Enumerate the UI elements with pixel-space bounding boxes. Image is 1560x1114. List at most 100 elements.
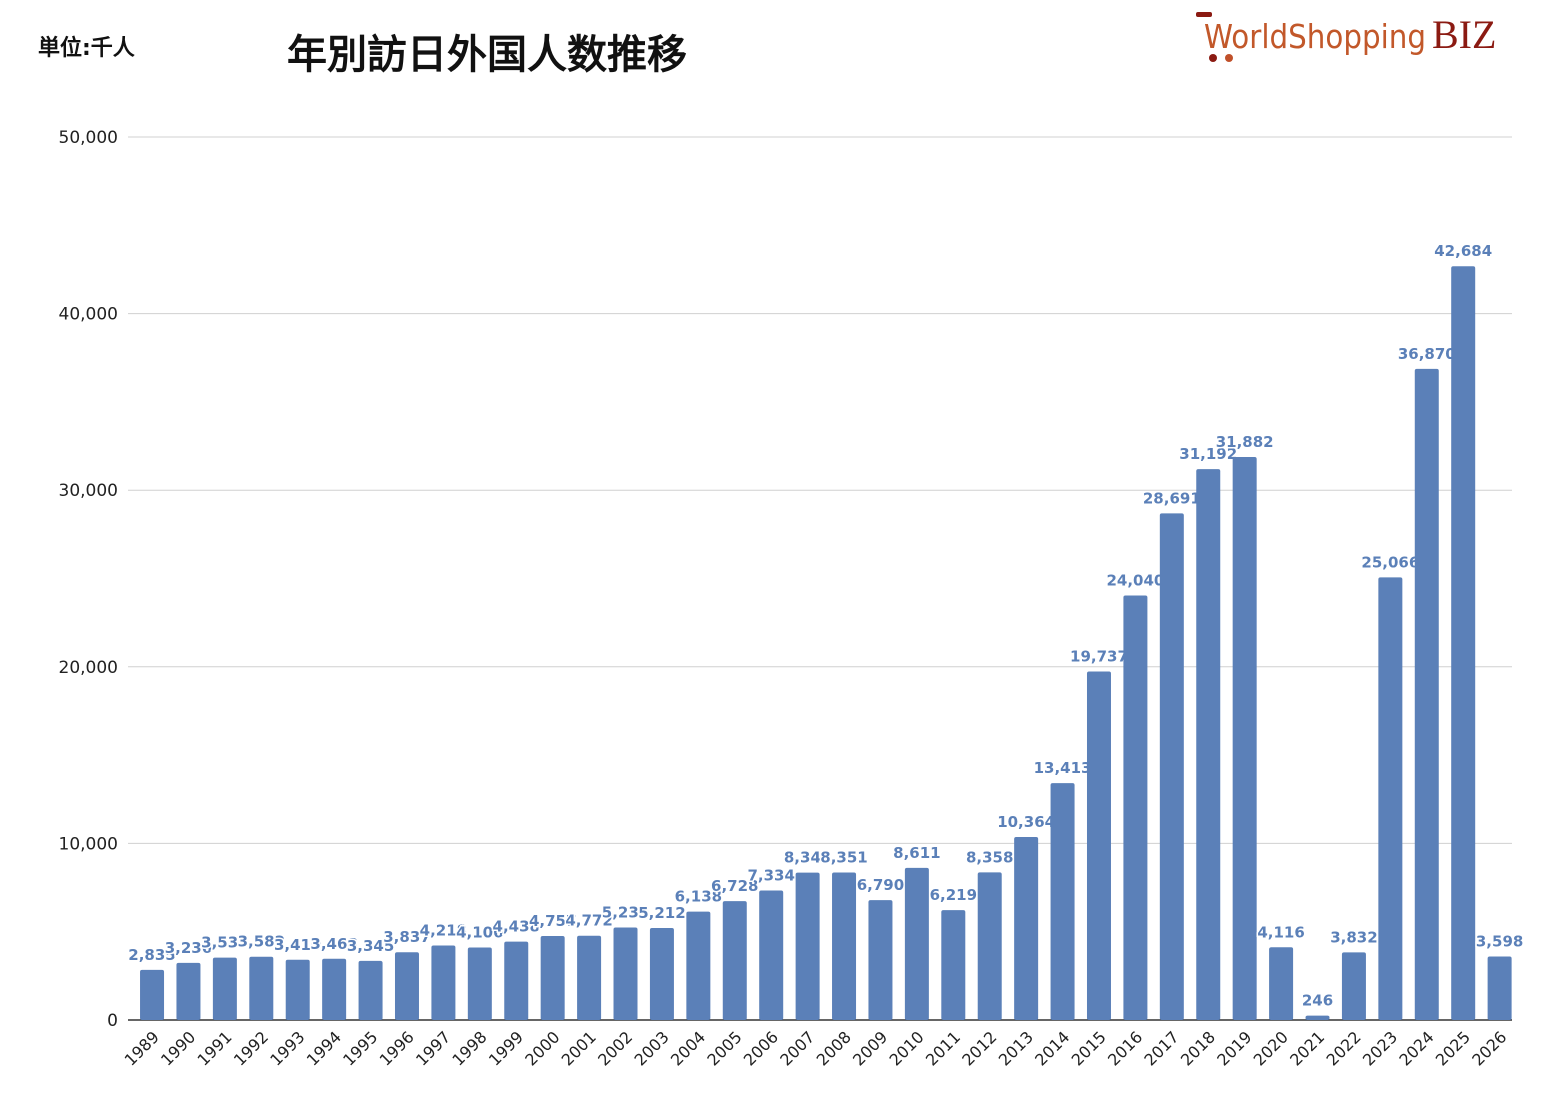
x-tick-label: 2025: [1432, 1027, 1474, 1069]
data-label: 3,410: [274, 936, 321, 954]
data-label: 3,236: [165, 939, 212, 957]
y-tick-label: 40,000: [59, 305, 118, 325]
bar-2025: [1451, 266, 1476, 1020]
x-tick-label: 1992: [230, 1027, 272, 1069]
data-label: 4,438: [493, 918, 540, 936]
data-label: 28,691: [1143, 489, 1201, 507]
bar-2015: [1086, 671, 1111, 1020]
x-tick-label: 2010: [885, 1027, 927, 1069]
data-label: 4,757: [529, 912, 576, 930]
bar-2003: [649, 927, 674, 1020]
bar-2017: [1159, 513, 1184, 1020]
data-label: 8,611: [893, 844, 940, 862]
y-tick-label: 50,000: [59, 128, 118, 148]
data-label: 25,066: [1361, 553, 1419, 571]
bar-2007: [795, 872, 820, 1020]
svg-text:WorldShopping: WorldShopping: [1204, 17, 1426, 56]
x-tick-label: 2023: [1359, 1027, 1401, 1069]
bar-2012: [977, 872, 1002, 1020]
data-label: 6,728: [711, 877, 758, 895]
data-label: 8,358: [966, 848, 1013, 866]
data-label: 24,040: [1106, 571, 1164, 589]
bar-2004: [686, 911, 711, 1020]
data-label: 7,334: [747, 866, 794, 884]
data-label: 4,218: [420, 922, 467, 940]
x-tick-label: 1989: [121, 1027, 163, 1069]
x-tick-label: 2022: [1323, 1027, 1365, 1069]
bar-1998: [467, 947, 492, 1020]
x-tick-label: 2017: [1140, 1027, 1182, 1069]
x-tick-label: 1996: [376, 1027, 418, 1069]
bar-2010: [904, 867, 929, 1020]
bar-2011: [941, 910, 966, 1020]
data-label: 13,413: [1034, 759, 1092, 777]
data-label: 8,348: [784, 849, 831, 867]
data-label: 36,870: [1398, 345, 1456, 363]
x-tick-label: 2000: [521, 1027, 563, 1069]
data-label: 3,832: [1330, 928, 1377, 946]
bar-1989: [140, 969, 165, 1020]
x-tick-label: 2021: [1286, 1027, 1328, 1069]
bar-2009: [868, 900, 893, 1020]
bar-1992: [249, 956, 274, 1020]
bar-1994: [322, 958, 347, 1020]
bar-2018: [1196, 469, 1221, 1020]
data-label: 6,219: [930, 886, 977, 904]
bar-2000: [540, 935, 565, 1020]
x-tick-label: 2001: [558, 1027, 600, 1069]
x-tick-label: 2002: [594, 1027, 636, 1069]
data-label: 4,106: [456, 923, 503, 941]
bar-2020: [1269, 947, 1294, 1020]
x-tick-label: 1991: [193, 1027, 235, 1069]
x-tick-label: 2024: [1395, 1027, 1437, 1069]
data-label: 3,582: [238, 933, 285, 951]
data-label: 3,837: [383, 928, 430, 946]
bar-2001: [577, 935, 602, 1020]
data-label: 246: [1302, 992, 1333, 1010]
data-label: 3,345: [347, 937, 394, 955]
x-tick-label: 1997: [412, 1027, 454, 1069]
data-label: 8,351: [820, 849, 867, 867]
bar-2002: [613, 927, 638, 1020]
y-tick-label: 10,000: [59, 834, 118, 854]
x-tick-label: 2011: [922, 1027, 964, 1069]
bar-2022: [1341, 952, 1366, 1020]
bar-1996: [394, 952, 419, 1020]
y-tick-label: 30,000: [59, 481, 118, 501]
bar-2019: [1232, 456, 1257, 1020]
data-label: 2,835: [128, 946, 175, 964]
data-label: 42,684: [1434, 242, 1492, 260]
bar-2016: [1123, 595, 1148, 1020]
x-tick-label: 2016: [1104, 1027, 1146, 1069]
svg-text:BIZ: BIZ: [1432, 12, 1496, 57]
unit-label: 単位:千人: [38, 36, 135, 61]
bar-2014: [1050, 783, 1075, 1020]
worldshoppingbiz-logo: WorldShopping BIZ: [1196, 12, 1496, 62]
x-tick-label: 1998: [448, 1027, 490, 1069]
data-label: 3,533: [201, 934, 248, 952]
bar-1997: [431, 945, 456, 1020]
x-tick-label: 2015: [1068, 1027, 1110, 1069]
x-tick-label: 2014: [1031, 1027, 1073, 1069]
data-label: 10,364: [997, 813, 1055, 831]
bar-1993: [285, 959, 310, 1020]
data-label: 31,882: [1216, 433, 1274, 451]
bar-2021: [1305, 1015, 1330, 1020]
x-tick-label: 2005: [703, 1027, 745, 1069]
x-tick-label: 1993: [266, 1027, 308, 1069]
bar-2026: [1487, 956, 1512, 1020]
x-tick-label: 2006: [740, 1027, 782, 1069]
x-tick-label: 2018: [1177, 1027, 1219, 1069]
y-tick-label: 20,000: [59, 658, 118, 678]
y-tick-label: 0: [107, 1011, 118, 1031]
x-tick-label: 2008: [813, 1027, 855, 1069]
data-label: 3,468: [310, 935, 357, 953]
bar-1990: [176, 962, 201, 1020]
data-label: 5,212: [638, 904, 685, 922]
data-label: 4,772: [565, 912, 612, 930]
bar-2023: [1378, 577, 1403, 1020]
data-label: 5,239: [602, 903, 649, 921]
x-tick-label: 1999: [485, 1027, 527, 1069]
x-tick-label: 2004: [667, 1027, 709, 1069]
